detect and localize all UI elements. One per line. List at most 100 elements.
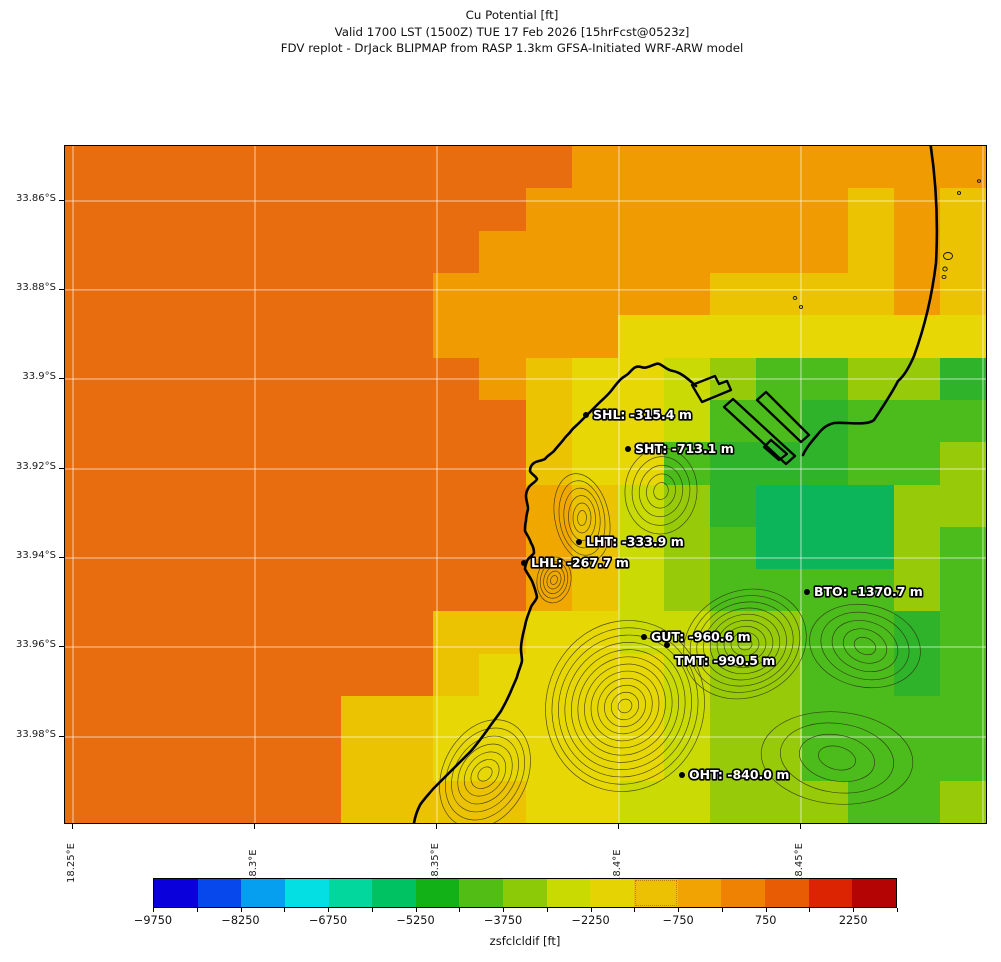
grid-cell: [710, 188, 756, 231]
grid-cell: [295, 146, 341, 188]
grid-cell: [756, 188, 802, 231]
grid-cell: [249, 315, 295, 358]
grid-cell: [387, 315, 433, 358]
grid-cell: [111, 654, 157, 696]
terrain-contour: [760, 711, 914, 805]
grid-cell: [203, 781, 249, 823]
grid-cell: [940, 696, 986, 738]
grid-cell: [848, 485, 894, 527]
grid-cell: [479, 146, 526, 188]
grid-cell: [756, 146, 802, 188]
terrain-contour: [610, 691, 640, 721]
terrain-contour: [463, 751, 507, 797]
grid-cell: [479, 400, 526, 442]
lat-tick-mark: [59, 557, 64, 559]
terrain-contour: [457, 743, 513, 805]
colorbar-tick-mark: [678, 908, 680, 912]
station-label: TMT: -990.5 m: [675, 653, 775, 668]
terrain-contour: [597, 677, 653, 735]
grid-cell: [940, 654, 986, 696]
colorbar-segment: [677, 879, 722, 907]
grid-cell: [157, 188, 203, 231]
colorbar: [153, 878, 897, 908]
islet-contour: [792, 296, 798, 300]
grid-cell: [572, 188, 618, 231]
islet-contour: [956, 191, 962, 195]
grid-cell: [940, 400, 986, 442]
grid-cell: [203, 696, 249, 738]
grid-cell: [203, 315, 249, 358]
grid-cell: [341, 485, 387, 527]
colorbar-title: zsfclcldif [ft]: [489, 934, 561, 948]
terrain-contour: [820, 611, 910, 681]
lon-tick-label: 18.3°E: [248, 849, 259, 883]
grid-cell: [618, 781, 664, 823]
terrain-contour: [831, 620, 899, 672]
terrain-contour: [558, 480, 606, 556]
grid-cell: [341, 273, 387, 315]
grid-cell: [111, 696, 157, 738]
colorbar-segment: [764, 879, 809, 907]
grid-cell: [387, 485, 433, 527]
grid-cell: [526, 146, 572, 188]
grid-cell: [710, 442, 756, 485]
grid-cell: [295, 400, 341, 442]
lon-tick-label: 18.35°E: [429, 843, 441, 883]
colorbar-tick-mark: [546, 908, 548, 912]
grid-cell: [479, 569, 526, 611]
terrain-contour: [818, 745, 856, 771]
grid-cell: [157, 442, 203, 485]
grid-cell: [295, 315, 341, 358]
grid-cell: [387, 654, 433, 696]
grid-cell: [894, 696, 940, 738]
grid-cell: [572, 273, 618, 315]
grid-cell: [664, 315, 710, 358]
grid-cell: [111, 146, 157, 188]
colorbar-tick-mark: [196, 908, 198, 912]
grid-cell: [387, 231, 433, 273]
terrain-contour: [696, 601, 794, 687]
grid-cell: [526, 400, 572, 442]
grid-cell: [894, 527, 940, 569]
station-marker: [583, 412, 589, 418]
colorbar-segment: [459, 879, 504, 907]
station-label: SHT: -713.1 m: [635, 441, 734, 456]
station-label: OHT: -840.0 m: [689, 767, 789, 782]
terrain-contour: [451, 735, 519, 813]
grid-cell: [249, 273, 295, 315]
grid-cell: [157, 485, 203, 527]
grid-cell: [111, 781, 157, 823]
grid-cell: [848, 654, 894, 696]
station-marker: [664, 642, 670, 648]
grid-cell: [664, 273, 710, 315]
grid-cell: [157, 400, 203, 442]
colorbar-tick-label: −2250: [571, 914, 610, 927]
grid-cell: [572, 442, 618, 485]
lat-tick-label: 33.88°S: [16, 281, 56, 293]
grid-cell: [848, 781, 894, 823]
colorbar-tick-mark: [284, 908, 286, 912]
grid-cell: [387, 273, 433, 315]
colorbar-tick-label: −750: [662, 914, 694, 927]
station-label: BTO: -1370.7 m: [814, 584, 923, 599]
grid-cell: [802, 654, 848, 696]
colorbar-segment: [241, 879, 285, 907]
grid-cell: [618, 569, 664, 611]
grid-cell: [341, 696, 387, 738]
grid-cell: [341, 442, 387, 485]
colorbar-segment: [154, 879, 198, 907]
colorbar-tick-mark: [853, 908, 855, 912]
grid-cell: [157, 569, 203, 611]
grid-cell: [295, 442, 341, 485]
colorbar-tick-label: −6750: [308, 914, 348, 927]
grid-cell: [618, 485, 664, 527]
grid-cell: [387, 781, 433, 823]
grid-cell: [295, 273, 341, 315]
colorbar-segment: [415, 879, 460, 907]
grid-cell: [940, 485, 986, 527]
grid-cell: [848, 442, 894, 485]
grid-cell: [433, 527, 479, 569]
grid-cell: [848, 146, 894, 188]
terrain-contour: [683, 588, 807, 700]
